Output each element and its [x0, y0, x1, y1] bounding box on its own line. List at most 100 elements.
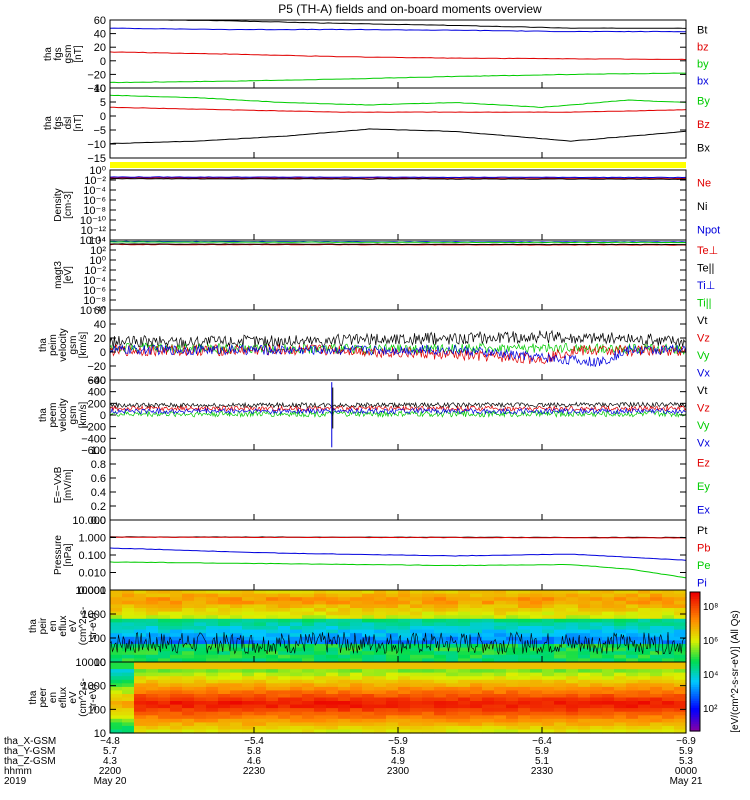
- heat-cell: [206, 686, 219, 691]
- heat-cell: [446, 701, 459, 706]
- heat-cell: [158, 622, 171, 627]
- heat-cell: [314, 636, 327, 641]
- panel-frame: [109, 239, 687, 311]
- heat-cell: [302, 676, 315, 681]
- heat-cell: [338, 690, 351, 695]
- heat-cell: [602, 654, 615, 659]
- heat-cell: [578, 708, 591, 713]
- heat-cell: [482, 644, 495, 649]
- heat-cell: [230, 665, 243, 670]
- heat-cell: [230, 711, 243, 716]
- heat-cell: [398, 708, 411, 713]
- heat-cell: [170, 658, 183, 663]
- heat-cell: [206, 665, 219, 670]
- heat-cell: [182, 622, 195, 627]
- heat-cell: [506, 615, 519, 620]
- heat-cell: [302, 600, 315, 605]
- heat-cell: [470, 636, 483, 641]
- heat-cell: [458, 665, 471, 670]
- heat-cell: [650, 676, 663, 681]
- heat-cell: [242, 608, 255, 613]
- heat-cell: [602, 711, 615, 716]
- heat-cell: [242, 708, 255, 713]
- y-tick-label: 0: [100, 56, 106, 68]
- heat-cell: [626, 729, 639, 734]
- heat-cell: [230, 590, 243, 595]
- heat-cell: [602, 593, 615, 598]
- heat-cell: [158, 651, 171, 656]
- heat-cell: [386, 683, 399, 688]
- heat-cell: [254, 658, 267, 663]
- heat-cell: [422, 615, 435, 620]
- heat-cell: [434, 600, 447, 605]
- heat-cell: [362, 662, 375, 667]
- y-axis-label: (cm^2-s-: [78, 678, 89, 717]
- heat-cell: [542, 679, 555, 684]
- heat-cell: [446, 647, 459, 652]
- heat-cell: [170, 640, 183, 645]
- heat-cell: [494, 711, 507, 716]
- heat-cell: [278, 604, 291, 609]
- heat-cell: [422, 658, 435, 663]
- heat-cell: [326, 672, 339, 677]
- heat-cell: [158, 618, 171, 623]
- heat-cell: [218, 669, 231, 674]
- heat-cell: [494, 708, 507, 713]
- heat-cell: [302, 608, 315, 613]
- legend-by: by: [697, 59, 709, 71]
- heat-cell: [398, 604, 411, 609]
- heat-cell: [362, 715, 375, 720]
- heat-cell: [278, 690, 291, 695]
- y-axis-label: eV: [68, 691, 79, 704]
- heat-cell: [542, 597, 555, 602]
- heat-cell: [134, 711, 147, 716]
- heat-cell: [362, 647, 375, 652]
- heat-cell: [614, 708, 627, 713]
- x-row-label: hhmm: [4, 766, 32, 777]
- heat-cell: [278, 694, 291, 699]
- heat-cell: [134, 611, 147, 616]
- heat-cell: [386, 665, 399, 670]
- heat-cell: [554, 715, 567, 720]
- heat-cell: [398, 629, 411, 634]
- heat-cell: [494, 725, 507, 730]
- heat-cell: [602, 672, 615, 677]
- heat-cell: [254, 690, 267, 695]
- heat-cell: [614, 590, 627, 595]
- heat-cell: [482, 704, 495, 709]
- colorbar-cell: [690, 622, 700, 625]
- heat-cell: [626, 651, 639, 656]
- heat-cell: [458, 608, 471, 613]
- heat-cell: [590, 690, 603, 695]
- heat-cell: [170, 647, 183, 652]
- heat-cell: [242, 718, 255, 723]
- heat-cell: [602, 708, 615, 713]
- heat-cell: [530, 694, 543, 699]
- heat-cell: [338, 618, 351, 623]
- heat-cell: [374, 725, 387, 730]
- colorbar-cell: [690, 714, 700, 718]
- heat-cell: [422, 697, 435, 702]
- heat-cell: [206, 704, 219, 709]
- heat-cell: [158, 608, 171, 613]
- heat-cell: [542, 690, 555, 695]
- heat-cell: [350, 704, 363, 709]
- colorbar-cell: [690, 689, 700, 693]
- heat-cell: [182, 593, 195, 598]
- heat-cell: [362, 600, 375, 605]
- heat-cell: [566, 708, 579, 713]
- x-row-value: 5.8: [391, 746, 405, 757]
- heat-cell: [122, 604, 135, 609]
- heat-cell: [218, 651, 231, 656]
- colorbar-cell: [690, 603, 700, 607]
- heat-cell: [674, 669, 687, 674]
- heat-cell: [578, 672, 591, 677]
- heat-cell: [482, 658, 495, 663]
- heat-cell: [374, 658, 387, 663]
- colorbar-cell: [690, 682, 700, 686]
- heat-cell: [290, 644, 303, 649]
- heat-cell: [410, 686, 423, 691]
- y-tick-label: 10⁻⁴: [83, 185, 106, 197]
- heat-cell: [602, 701, 615, 706]
